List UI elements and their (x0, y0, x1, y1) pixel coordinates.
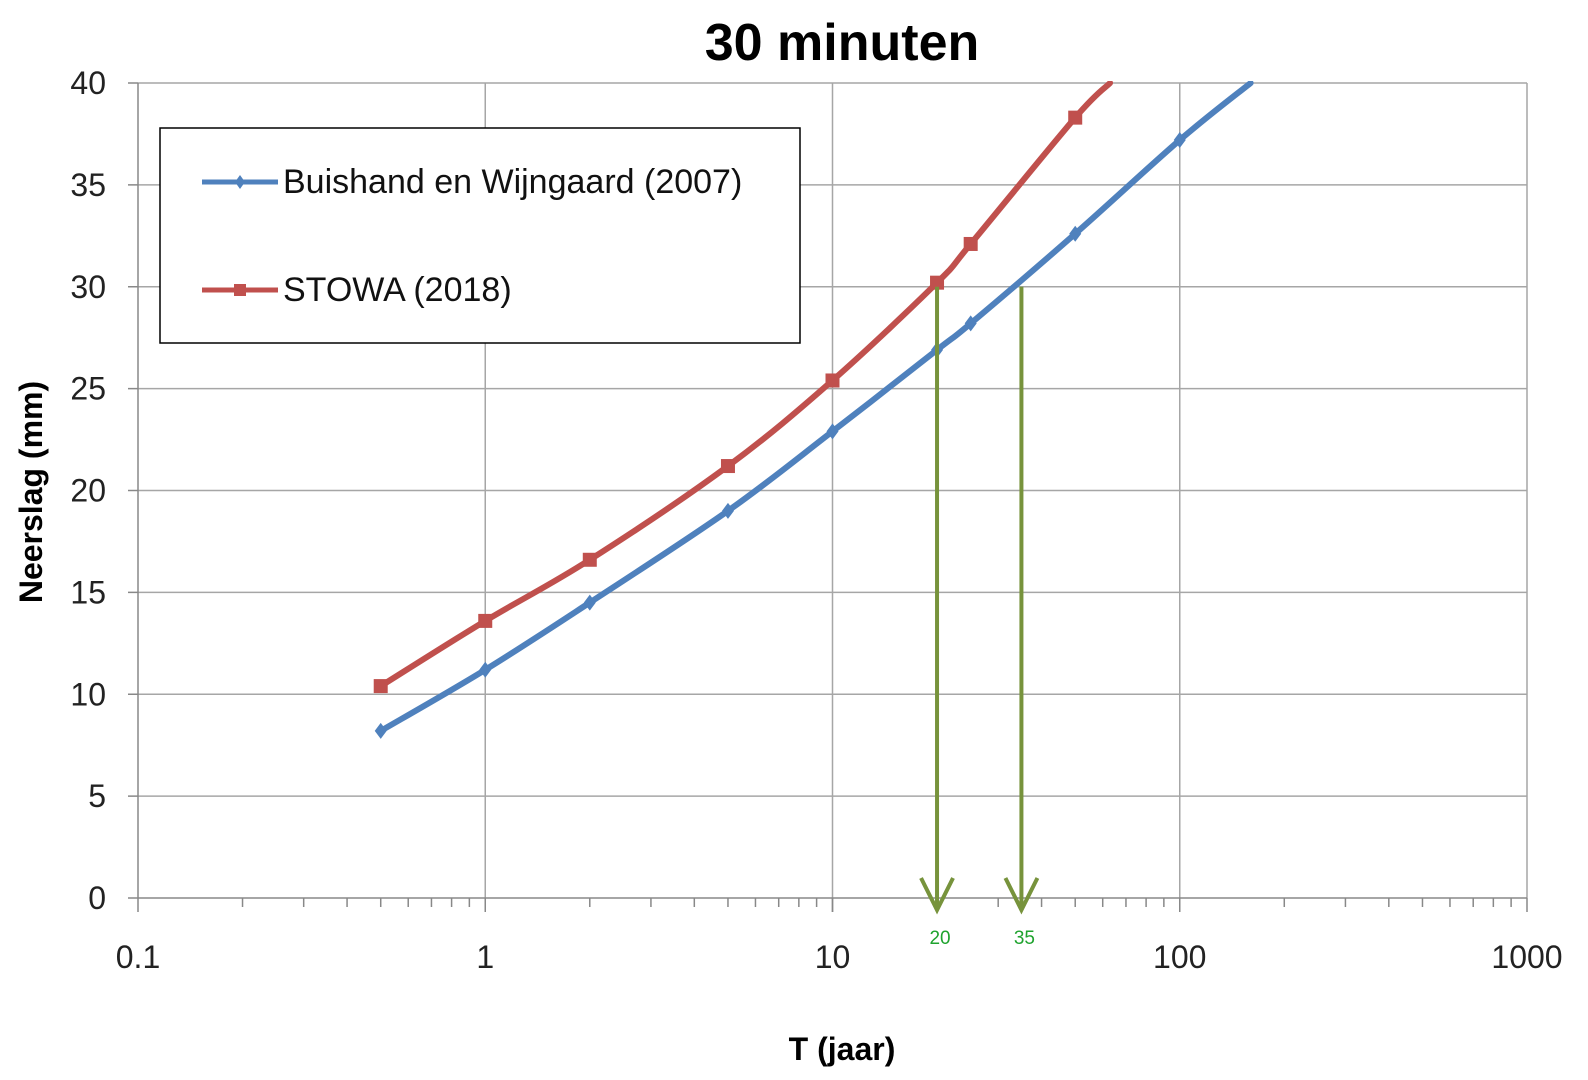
y-tick-label: 40 (70, 65, 106, 101)
x-tick-label: 1000 (1491, 939, 1562, 975)
data-point-buishand (1173, 132, 1186, 149)
chart-title: 30 minuten (705, 14, 980, 72)
data-point-buishand (374, 722, 387, 739)
data-point-stowa (1068, 110, 1083, 125)
data-point-stowa (930, 275, 945, 290)
legend-label-buishand: Buishand en Wijngaard (2007) (283, 163, 742, 201)
annotation-layer: 20 35 (919, 286, 1040, 949)
axes (128, 82, 1528, 912)
data-point-buishand (1069, 225, 1082, 242)
data-point-stowa (373, 679, 388, 694)
series-line-buishand (377, 81, 1254, 734)
data-point-buishand (826, 423, 839, 440)
arrow-head (1003, 877, 1040, 915)
x-tick-label: 100 (1153, 939, 1206, 975)
y-tick-label: 0 (88, 880, 106, 916)
y-tick-labels: 0 5 10 15 20 25 30 35 40 (70, 65, 106, 916)
y-tick-label: 20 (70, 473, 106, 509)
legend-box (159, 127, 801, 344)
y-tick-label: 35 (70, 167, 106, 203)
series-layer (373, 81, 1254, 739)
y-tick-label: 30 (70, 269, 106, 305)
data-point-stowa (478, 613, 493, 628)
data-point-buishand (479, 661, 492, 678)
data-point-stowa (582, 552, 597, 567)
arrow-label: 35 (1014, 928, 1035, 949)
y-tick-label: 15 (70, 574, 106, 610)
data-point-stowa (720, 459, 735, 474)
x-tick-label: 10 (815, 939, 851, 975)
data-point-buishand (583, 594, 596, 611)
y-tick-label: 10 (70, 676, 106, 712)
y-axis-title: Neerslag (mm) (13, 381, 49, 603)
y-tick-label: 25 (70, 371, 106, 407)
y-tick-label: 5 (88, 778, 106, 814)
data-point-buishand (721, 502, 734, 519)
data-point-stowa (963, 236, 978, 251)
arrow-head (919, 877, 955, 915)
x-tick-label: 1 (476, 939, 494, 975)
legend-marker-buishand (235, 175, 245, 189)
x-axis-title: T (jaar) (789, 1031, 896, 1067)
data-point-buishand (964, 315, 977, 332)
legend-marker-stowa (234, 284, 246, 296)
x-tick-labels: 0.1 1 10 100 1000 (116, 939, 1563, 975)
arrow-label: 20 (929, 928, 950, 949)
legend-label-stowa: STOWA (2018) (283, 271, 512, 309)
legend: Buishand en Wijngaard (2007) STOWA (2018… (159, 127, 801, 344)
x-tick-label: 0.1 (116, 939, 160, 975)
series-line-stowa (377, 81, 1114, 690)
data-point-stowa (825, 373, 840, 388)
